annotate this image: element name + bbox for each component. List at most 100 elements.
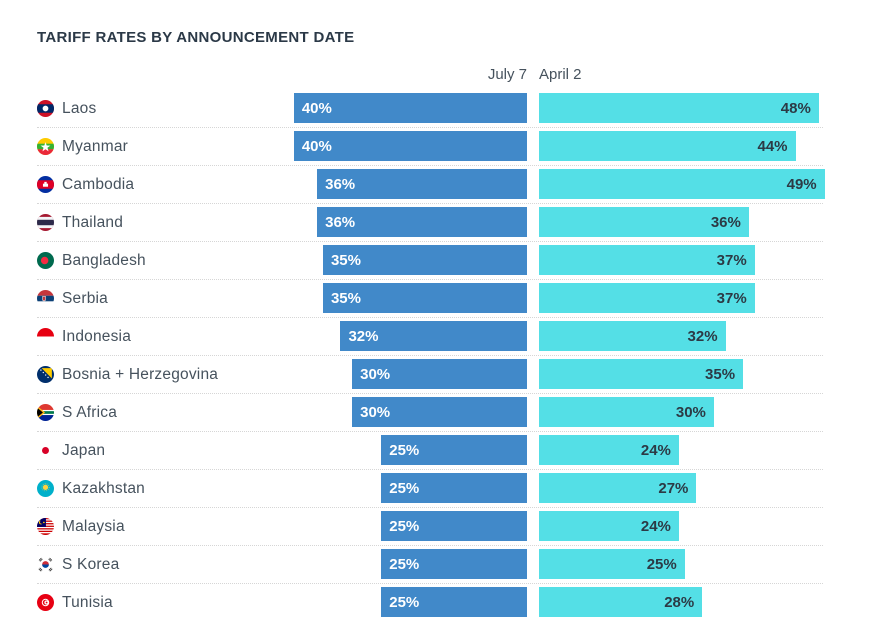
country-label: Cambodia <box>62 176 135 193</box>
july7-bar: 25% <box>381 549 527 579</box>
country-row: S Korea 25% 25% <box>37 546 823 584</box>
july7-bar: 36% <box>317 207 527 237</box>
country-row: Kazakhstan 25% 27% <box>37 470 823 508</box>
july7-bar: 30% <box>352 359 527 389</box>
cambodia-flag-icon <box>37 176 54 193</box>
april2-value: 24% <box>640 441 671 459</box>
country-label: Thailand <box>62 214 124 231</box>
column-header-july7: July 7 <box>487 66 527 83</box>
country-row: S Africa 30% 30% <box>37 394 823 432</box>
bangladesh-flag-icon <box>37 252 54 269</box>
chart-title: TARIFF RATES BY ANNOUNCEMENT DATE <box>37 29 355 46</box>
july7-value: 25% <box>389 555 420 573</box>
country-row: Serbia 35% 37% <box>37 280 823 318</box>
april2-value: 36% <box>710 213 741 231</box>
april2-bar: 25% <box>539 549 685 579</box>
column-headers: July 7 April 2 <box>37 66 823 86</box>
april2-bar: 36% <box>539 207 749 237</box>
country-label: Bosnia + Herzegovina <box>62 366 219 383</box>
july7-bar: 40% <box>293 93 527 123</box>
april2-bar: 28% <box>539 587 703 617</box>
country-row: Malaysia 25% 24% <box>37 508 823 546</box>
april2-value: 28% <box>664 593 695 611</box>
indonesia-flag-icon <box>37 328 54 345</box>
july7-value: 25% <box>389 517 420 535</box>
april2-value: 27% <box>658 479 689 497</box>
chart-rows: Laos 40% 48% Myanmar 40% 44% Cambodia 36… <box>37 90 825 622</box>
serbia-flag-icon <box>37 290 54 307</box>
april2-value: 48% <box>780 99 811 117</box>
april2-bar: 24% <box>539 435 679 465</box>
july7-bar: 25% <box>381 587 527 617</box>
april2-bar: 48% <box>539 93 819 123</box>
july7-bar: 35% <box>322 283 527 313</box>
july7-value: 25% <box>389 593 420 611</box>
july7-value: 25% <box>389 479 420 497</box>
july7-bar: 25% <box>381 435 527 465</box>
country-label: Malaysia <box>62 518 125 535</box>
april2-bar: 27% <box>539 473 697 503</box>
april2-value: 24% <box>640 517 671 535</box>
july7-value: 35% <box>330 289 361 307</box>
tunisia-flag-icon <box>37 594 54 611</box>
april2-bar: 24% <box>539 511 679 541</box>
july7-value: 30% <box>360 403 391 421</box>
country-row: Myanmar 40% 44% <box>37 128 823 166</box>
april2-value: 49% <box>786 175 817 193</box>
july7-bar: 25% <box>381 473 527 503</box>
bosnia-herzegovina-flag-icon <box>37 366 54 383</box>
april2-value: 30% <box>675 403 706 421</box>
july7-value: 36% <box>325 213 356 231</box>
country-row: Cambodia 36% 49% <box>37 166 825 204</box>
country-label: Indonesia <box>62 328 132 345</box>
country-label: Kazakhstan <box>62 480 145 497</box>
country-label: Serbia <box>62 290 109 307</box>
july7-bar: 25% <box>381 511 527 541</box>
laos-flag-icon <box>37 100 54 117</box>
country-row: Bosnia + Herzegovina 30% 35% <box>37 356 823 394</box>
april2-bar: 32% <box>539 321 726 351</box>
malaysia-flag-icon <box>37 518 54 535</box>
kazakhstan-flag-icon <box>37 480 54 497</box>
april2-value: 37% <box>716 289 747 307</box>
july7-value: 36% <box>325 175 356 193</box>
july7-value: 35% <box>330 251 361 269</box>
april2-value: 35% <box>705 365 736 383</box>
april2-bar: 37% <box>539 283 755 313</box>
country-row: Bangladesh 35% 37% <box>37 242 823 280</box>
april2-bar: 35% <box>539 359 744 389</box>
july7-value: 32% <box>348 327 379 345</box>
country-label: S Korea <box>62 556 120 573</box>
country-label: Myanmar <box>62 138 128 155</box>
july7-bar: 35% <box>322 245 527 275</box>
country-row: Indonesia 32% 32% <box>37 318 823 356</box>
july7-value: 30% <box>360 365 391 383</box>
country-label: S Africa <box>62 404 118 421</box>
july7-value: 40% <box>301 137 332 155</box>
july7-bar: 40% <box>293 131 527 161</box>
country-label: Japan <box>62 442 106 459</box>
country-row: Japan 25% 24% <box>37 432 823 470</box>
july7-bar: 30% <box>352 397 527 427</box>
myanmar-flag-icon <box>37 138 54 155</box>
july7-value: 25% <box>389 441 420 459</box>
july7-bar: 32% <box>340 321 527 351</box>
thailand-flag-icon <box>37 214 54 231</box>
country-label: Laos <box>62 100 97 117</box>
april2-value: 44% <box>757 137 788 155</box>
april2-value: 25% <box>646 555 677 573</box>
country-row: Laos 40% 48% <box>37 90 823 128</box>
april2-bar: 44% <box>539 131 796 161</box>
april2-bar: 30% <box>539 397 714 427</box>
april2-bar: 37% <box>539 245 755 275</box>
japan-flag-icon <box>37 442 54 459</box>
s-africa-flag-icon <box>37 404 54 421</box>
april2-value: 37% <box>716 251 747 269</box>
april2-bar: 49% <box>539 169 825 199</box>
column-header-april2: April 2 <box>539 66 582 83</box>
s-korea-flag-icon <box>37 556 54 573</box>
country-label: Bangladesh <box>62 252 146 269</box>
country-row: Tunisia 25% 28% <box>37 584 823 622</box>
country-row: Thailand 36% 36% <box>37 204 823 242</box>
